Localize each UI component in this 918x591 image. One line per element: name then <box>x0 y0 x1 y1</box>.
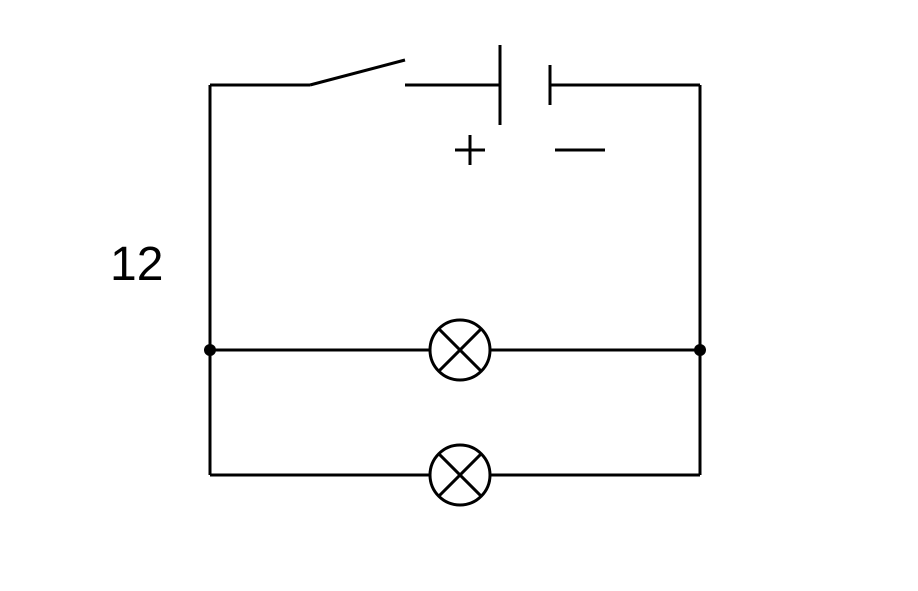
junction-node <box>204 344 216 356</box>
lamp-icon <box>430 320 490 380</box>
lamp-icon <box>430 445 490 505</box>
circuit-diagram: 12 <box>0 0 918 591</box>
circuit-wires <box>210 45 700 475</box>
junction-node <box>694 344 706 356</box>
switch-lever <box>310 60 405 85</box>
diagram-label: 12 <box>110 238 163 291</box>
